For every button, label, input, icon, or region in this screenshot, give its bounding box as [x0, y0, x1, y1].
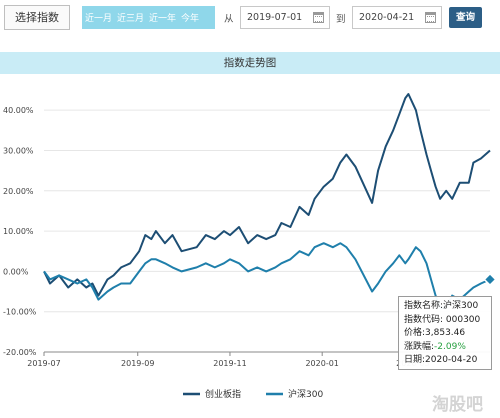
- y-tick-label: 40.00%: [3, 106, 34, 115]
- tooltip-change-label: 涨跌幅:: [404, 341, 435, 352]
- y-tick-label: 10.00%: [3, 227, 34, 236]
- x-tick-label: 2019-09: [121, 359, 154, 368]
- range-ytd-button[interactable]: 今年: [181, 14, 200, 24]
- x-tick-label: 2019-11: [213, 359, 246, 368]
- from-label: 从: [224, 14, 234, 25]
- start-date-input[interactable]: 2019-07-01: [240, 6, 330, 29]
- y-tick-label: 0.00%: [3, 267, 29, 276]
- tooltip-date: 日期:2020-04-20: [404, 355, 478, 365]
- end-date-input[interactable]: 2020-04-21: [352, 6, 442, 29]
- tooltip-change: 涨跌幅:-2.09%: [404, 341, 486, 355]
- range-one-month-button[interactable]: 近一月: [85, 14, 113, 24]
- y-tick-label: 30.00%: [3, 146, 34, 155]
- y-tick-label: -20.00%: [3, 348, 37, 357]
- calendar-icon[interactable]: [313, 12, 324, 23]
- series-line-chinext[interactable]: [43, 93, 491, 297]
- toolbar: 选择指数 近一月 近三月 近一年 今年 从 2019-07-01 到 2020-…: [0, 0, 500, 36]
- tooltip-price: 价格:3,853.46: [404, 328, 466, 338]
- series-line-hs300[interactable]: [43, 242, 491, 309]
- tooltip-change-value: -2.09%: [434, 341, 466, 352]
- hover-point-marker[interactable]: [483, 272, 497, 287]
- range-one-year-button[interactable]: 近一年: [149, 14, 177, 24]
- series-markers: [483, 272, 497, 287]
- end-date-value: 2020-04-21: [359, 12, 415, 23]
- y-tick-label: -10.00%: [3, 308, 37, 317]
- x-tick-label: 2019-07: [27, 359, 60, 368]
- quick-range-bar: 近一月 近三月 近一年 今年: [82, 6, 215, 29]
- y-tick-label: 20.00%: [3, 187, 34, 196]
- range-three-months-button[interactable]: 近三月: [117, 14, 145, 24]
- x-tick-label: 2020-01: [305, 359, 338, 368]
- tooltip-index-name: 指数名称:沪深300: [404, 301, 479, 311]
- watermark: 淘股吧: [432, 394, 483, 415]
- legend-label-hs300: 沪深300: [288, 388, 323, 400]
- chart-title: 指数走势图: [0, 52, 500, 74]
- query-button[interactable]: 查询: [449, 7, 482, 28]
- calendar-icon[interactable]: [425, 12, 436, 23]
- tooltip-index-code: 指数代码: 000300: [404, 314, 481, 325]
- to-label: 到: [336, 14, 346, 25]
- series-lines[interactable]: [43, 93, 491, 309]
- legend-label-chinext: 创业板指: [205, 388, 241, 400]
- chart-legend[interactable]: 创业板指 沪深300: [183, 388, 323, 400]
- select-index-button[interactable]: 选择指数: [4, 5, 70, 30]
- data-tooltip: 指数名称:沪深300 指数代码: 000300 价格:3,853.46 涨跌幅:…: [398, 296, 492, 370]
- start-date-value: 2019-07-01: [247, 12, 303, 23]
